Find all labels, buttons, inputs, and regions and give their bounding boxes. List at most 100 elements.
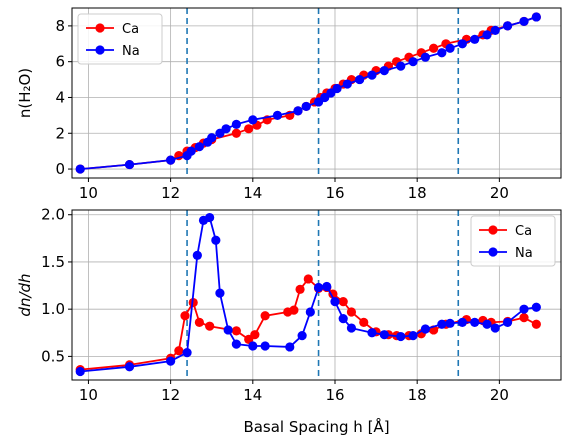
data-point-na-7 (211, 235, 221, 245)
data-point-na-12 (260, 341, 270, 351)
data-point-na-11 (248, 341, 258, 351)
y-tick-label: 6 (55, 53, 65, 71)
y-axis-label: n(H₂O) (16, 68, 34, 118)
legend-label-na: Na (515, 246, 533, 261)
data-point-na-0 (75, 366, 85, 377)
x-tick-label: 10 (79, 184, 98, 202)
data-point-na-13 (293, 106, 303, 116)
data-point-na-20 (355, 74, 365, 85)
x-tick-label: 20 (490, 386, 509, 404)
data-point-na-25 (420, 52, 430, 62)
data-point-na-2 (166, 356, 176, 366)
data-point-ca-6 (194, 317, 204, 327)
y-tick-label: 2 (55, 124, 65, 142)
data-point-na-26 (437, 319, 447, 329)
series-na (75, 212, 541, 377)
data-point-na-30 (482, 30, 492, 40)
data-point-na-15 (305, 307, 315, 317)
data-point-na-33 (519, 304, 529, 314)
data-point-na-11 (248, 115, 258, 125)
data-point-na-28 (457, 317, 467, 327)
data-point-ca-9 (244, 124, 254, 134)
data-point-na-19 (338, 314, 348, 324)
data-point-na-29 (470, 34, 480, 44)
y-tick-label: 4 (55, 88, 65, 106)
y-tick-label: 8 (55, 17, 65, 35)
data-point-ca-27 (429, 43, 439, 53)
data-point-na-2 (166, 155, 176, 165)
data-point-na-3 (182, 348, 192, 358)
legend-label-na: Na (122, 44, 140, 59)
x-tick-label: 16 (325, 184, 344, 202)
data-point-na-23 (396, 331, 406, 342)
y-tick-label: 2.0 (41, 206, 65, 224)
data-point-na-9 (221, 124, 231, 134)
data-point-ca-19 (338, 297, 348, 307)
y-tick-label: 0.5 (41, 347, 65, 365)
data-point-na-27 (445, 43, 455, 53)
legend-box (470, 215, 556, 267)
data-point-na-18 (330, 297, 340, 307)
x-tick-label: 18 (408, 386, 427, 404)
data-point-na-13 (285, 342, 295, 352)
data-point-na-32 (502, 21, 513, 31)
data-point-na-26 (437, 48, 447, 58)
data-point-na-14 (297, 331, 307, 341)
legend: Ca Na (77, 13, 163, 65)
data-point-na-1 (124, 362, 135, 372)
data-point-na-21 (367, 70, 377, 80)
subplot-dn-dh: 10 12 14 16 18 20 0.5 1.0 1.5 2.0 dn/dh Basal Spaci… (16, 206, 562, 436)
data-point-ca-4 (180, 311, 190, 321)
legend-label-ca: Ca (515, 224, 532, 239)
data-point-ca-21 (359, 317, 369, 327)
legend-box (77, 13, 163, 65)
data-point-na-4 (192, 250, 202, 260)
x-tick-label: 14 (243, 184, 262, 202)
data-point-na-17 (322, 281, 332, 292)
x-tick-label: 12 (161, 386, 180, 404)
data-point-ca-13 (289, 305, 299, 315)
data-point-na-1 (124, 159, 135, 170)
data-point-na-30 (482, 319, 492, 329)
x-tick-label: 12 (161, 184, 180, 202)
data-point-na-12 (272, 110, 283, 120)
data-point-na-6 (205, 212, 215, 223)
data-point-ca-10 (250, 330, 260, 340)
data-point-na-33 (519, 16, 529, 27)
data-point-na-4 (186, 146, 196, 156)
data-point-na-22 (379, 330, 389, 340)
x-tick-label: 14 (243, 386, 262, 404)
data-point-na-34 (531, 12, 541, 22)
y-tick-label: 1.5 (41, 253, 65, 271)
data-point-na-29 (470, 317, 480, 327)
data-point-na-8 (215, 288, 225, 298)
data-point-na-5 (194, 142, 204, 152)
data-point-ca-8 (231, 128, 241, 138)
series-na (75, 12, 541, 174)
legend-marker-na (488, 247, 498, 257)
data-point-ca-34 (531, 319, 541, 329)
legend-label-ca: Ca (122, 22, 139, 37)
data-point-na-0 (75, 164, 85, 174)
data-point-na-31 (490, 323, 500, 333)
data-point-na-25 (420, 324, 430, 334)
data-point-na-10 (231, 339, 241, 349)
x-tick-label: 10 (79, 386, 98, 404)
x-tick-label: 16 (325, 386, 344, 404)
data-point-na-22 (379, 66, 389, 76)
plot-frame (71, 209, 562, 381)
data-point-na-28 (457, 39, 467, 49)
legend: Ca Na (470, 215, 556, 267)
data-point-ca-11 (260, 311, 270, 321)
data-point-ca-15 (303, 274, 313, 284)
data-point-ca-7 (205, 321, 215, 331)
data-point-ca-14 (295, 284, 305, 294)
legend-marker-na (95, 45, 105, 55)
data-point-na-20 (346, 323, 357, 333)
data-point-na-31 (490, 25, 500, 35)
x-tick-label: 20 (490, 184, 509, 202)
y-axis-label: dn/dh (16, 273, 34, 316)
x-axis-label: Basal Spacing h [Å] (243, 417, 389, 436)
data-point-na-21 (367, 328, 377, 338)
